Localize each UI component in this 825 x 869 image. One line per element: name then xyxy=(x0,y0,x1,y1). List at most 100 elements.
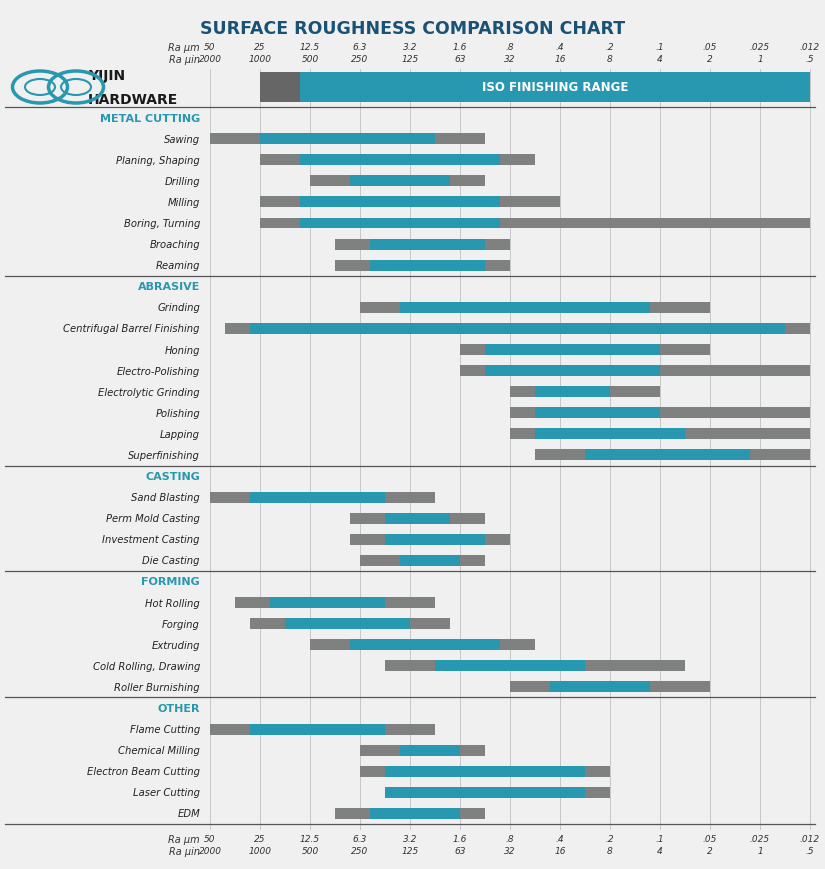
Text: Grinding: Grinding xyxy=(157,303,200,313)
Bar xyxy=(350,514,485,524)
Text: CASTING: CASTING xyxy=(145,472,200,481)
Text: 12.5: 12.5 xyxy=(300,834,320,844)
Bar xyxy=(250,724,385,735)
Bar xyxy=(510,681,710,693)
Bar xyxy=(585,450,750,461)
Text: Extruding: Extruding xyxy=(152,640,200,650)
Text: .4: .4 xyxy=(556,834,564,844)
Text: Polishing: Polishing xyxy=(155,408,200,418)
Bar xyxy=(310,176,485,187)
Bar xyxy=(235,597,435,608)
Bar xyxy=(510,429,810,440)
Text: Cold Rolling, Drawing: Cold Rolling, Drawing xyxy=(92,661,200,671)
Bar xyxy=(335,261,510,271)
Bar xyxy=(510,387,660,398)
Bar xyxy=(250,619,450,629)
Bar xyxy=(435,660,585,672)
Text: .5: .5 xyxy=(806,846,814,855)
Text: .1: .1 xyxy=(656,43,664,52)
Bar xyxy=(260,197,560,209)
Text: Sand Blasting: Sand Blasting xyxy=(131,493,200,502)
Text: 4: 4 xyxy=(658,56,662,64)
Bar xyxy=(350,640,500,651)
Bar xyxy=(460,366,810,376)
Text: Flame Cutting: Flame Cutting xyxy=(130,724,200,734)
Text: .8: .8 xyxy=(506,834,514,844)
Text: .025: .025 xyxy=(750,43,770,52)
Bar xyxy=(535,387,610,398)
Text: 32: 32 xyxy=(504,56,516,64)
Text: 4: 4 xyxy=(658,846,662,855)
Text: 1: 1 xyxy=(757,56,763,64)
Bar xyxy=(210,134,485,145)
Text: Hot Rolling: Hot Rolling xyxy=(145,598,200,608)
Text: 25: 25 xyxy=(254,43,266,52)
Text: Superfinishing: Superfinishing xyxy=(128,450,200,461)
Text: Forging: Forging xyxy=(163,619,200,629)
Bar xyxy=(370,239,485,250)
Bar xyxy=(225,323,810,335)
Bar xyxy=(360,745,485,756)
Text: .2: .2 xyxy=(606,834,615,844)
Text: .2: .2 xyxy=(606,43,615,52)
Bar xyxy=(260,134,435,145)
Text: 3.2: 3.2 xyxy=(403,43,417,52)
Text: 3.2: 3.2 xyxy=(403,834,417,844)
Bar xyxy=(485,345,660,355)
Text: 16: 16 xyxy=(554,846,566,855)
Text: 8: 8 xyxy=(607,846,613,855)
Bar xyxy=(360,555,485,567)
Bar xyxy=(360,766,610,777)
Bar xyxy=(350,176,450,187)
Text: 250: 250 xyxy=(351,56,369,64)
Text: Boring, Turning: Boring, Turning xyxy=(124,219,200,229)
Bar xyxy=(260,73,300,103)
Text: .025: .025 xyxy=(750,834,770,844)
Text: ISO FINISHING RANGE: ISO FINISHING RANGE xyxy=(482,82,628,95)
Text: 1.6: 1.6 xyxy=(453,834,467,844)
Text: Die Casting: Die Casting xyxy=(143,556,200,566)
Bar xyxy=(210,724,435,735)
Text: .05: .05 xyxy=(703,834,717,844)
Text: Ra µm: Ra µm xyxy=(168,43,200,53)
Bar xyxy=(370,808,460,819)
Text: 6.3: 6.3 xyxy=(353,43,367,52)
Text: 2: 2 xyxy=(707,56,713,64)
Text: 12.5: 12.5 xyxy=(300,43,320,52)
Text: .4: .4 xyxy=(556,43,564,52)
Text: Ra µin: Ra µin xyxy=(169,846,200,856)
Bar xyxy=(335,239,510,250)
Text: METAL CUTTING: METAL CUTTING xyxy=(100,114,200,123)
Bar xyxy=(260,218,810,229)
Bar xyxy=(210,492,435,503)
Text: YIJIN: YIJIN xyxy=(88,69,125,83)
Text: 50: 50 xyxy=(205,834,216,844)
Text: 63: 63 xyxy=(455,56,466,64)
Bar xyxy=(535,408,660,419)
Bar xyxy=(460,345,710,355)
Text: .05: .05 xyxy=(703,43,717,52)
Text: 2000: 2000 xyxy=(199,846,221,855)
Text: OTHER: OTHER xyxy=(158,703,200,713)
Bar xyxy=(300,155,500,166)
Text: Roller Burnishing: Roller Burnishing xyxy=(115,682,200,692)
Text: 2000: 2000 xyxy=(199,56,221,64)
Text: 500: 500 xyxy=(301,56,318,64)
Bar xyxy=(535,450,810,461)
Text: Chemical Milling: Chemical Milling xyxy=(118,746,200,755)
Text: Electron Beam Cutting: Electron Beam Cutting xyxy=(87,766,200,776)
Bar xyxy=(360,302,710,314)
Text: Drilling: Drilling xyxy=(164,176,200,187)
Text: 8: 8 xyxy=(607,56,613,64)
Bar xyxy=(385,534,485,545)
Text: 32: 32 xyxy=(504,846,516,855)
Text: FORMING: FORMING xyxy=(141,577,200,587)
Text: 1: 1 xyxy=(757,846,763,855)
Bar xyxy=(485,366,660,376)
Text: Ra µm: Ra µm xyxy=(168,834,200,844)
Text: 16: 16 xyxy=(554,56,566,64)
Bar xyxy=(350,534,510,545)
Text: Planing, Shaping: Planing, Shaping xyxy=(116,156,200,165)
Text: Milling: Milling xyxy=(167,197,200,208)
Bar xyxy=(335,808,485,819)
